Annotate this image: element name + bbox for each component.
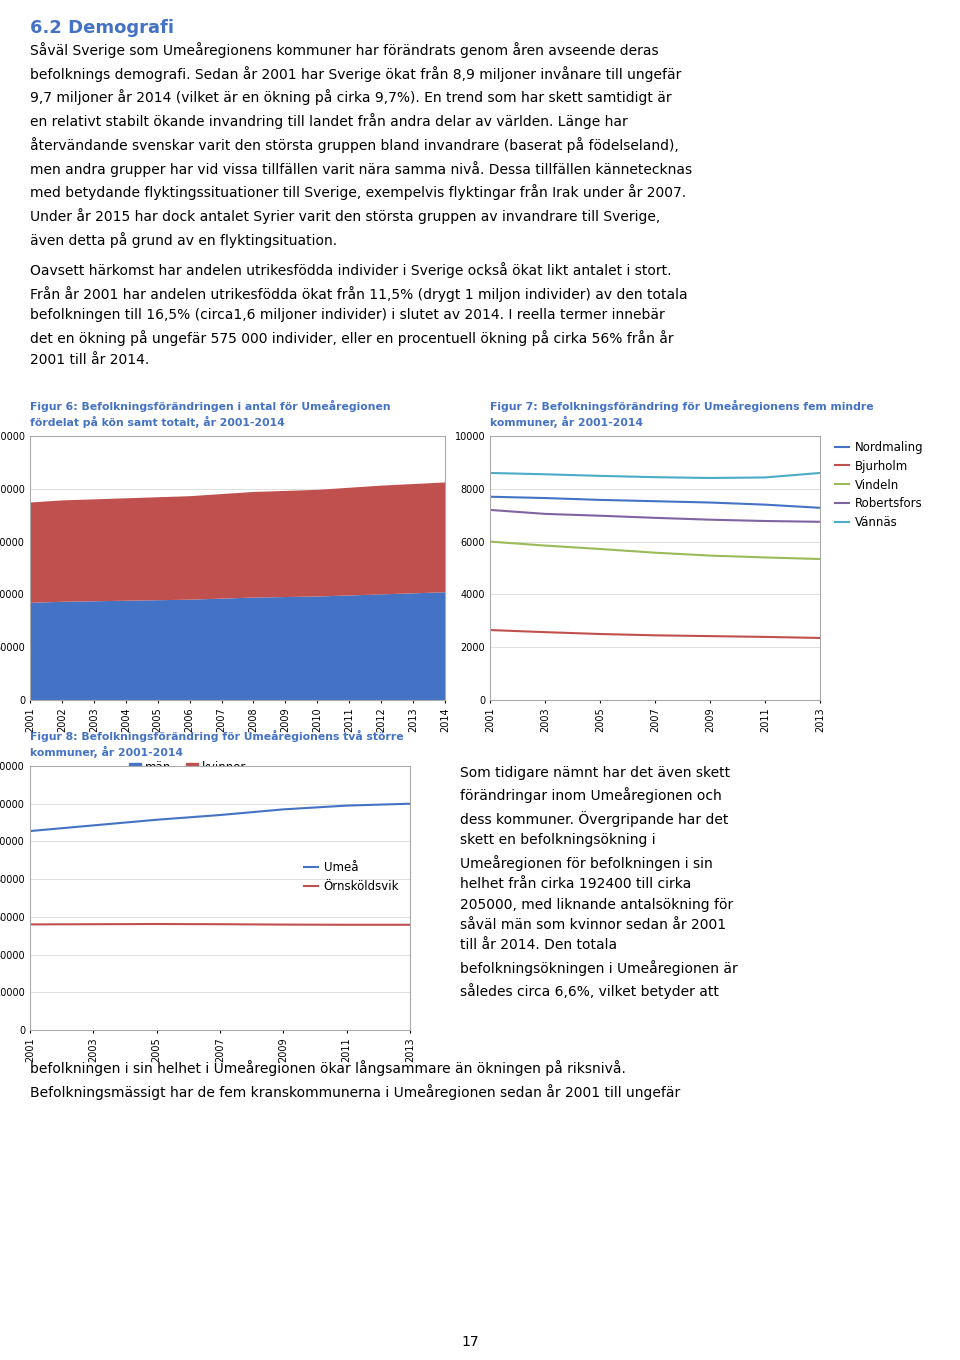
Legend: Umeå, Örnsköldsvik: Umeå, Örnsköldsvik <box>300 857 404 898</box>
Text: Figur 7: Befolkningsförändring för Umeåregionens fem mindre
kommuner, år 2001-20: Figur 7: Befolkningsförändring för Umeår… <box>490 400 874 427</box>
Text: 17: 17 <box>461 1336 479 1349</box>
Text: Såväl Sverige som Umeåregionens kommuner har förändrats genom åren avseende dera: Såväl Sverige som Umeåregionens kommuner… <box>30 42 692 248</box>
Text: Som tidigare nämnt har det även skett
förändringar inom Umeåregionen och
dess ko: Som tidigare nämnt har det även skett fö… <box>460 766 737 1000</box>
Text: 6.2 Demografi: 6.2 Demografi <box>30 19 174 37</box>
Text: befolkningen i sin helhet i Umeåregionen ökar långsammare än ökningen på riksniv: befolkningen i sin helhet i Umeåregionen… <box>30 1059 681 1100</box>
Text: Figur 8: Befolkningsförändring för Umeåregionens två större
kommuner, år 2001-20: Figur 8: Befolkningsförändring för Umeår… <box>30 730 403 758</box>
Legend: män, kvinnor: män, kvinnor <box>124 756 252 778</box>
Text: Oavsett härkomst har andelen utrikesfödda individer i Sverige också ökat likt an: Oavsett härkomst har andelen utrikesfödd… <box>30 262 687 367</box>
Legend: Nordmaling, Bjurholm, Vindeln, Robertsfors, Vännäs: Nordmaling, Bjurholm, Vindeln, Robertsfo… <box>829 437 928 534</box>
Text: Figur 6: Befolkningsförändringen i antal för Umeåregionen
fördelat på kön samt t: Figur 6: Befolkningsförändringen i antal… <box>30 400 391 427</box>
